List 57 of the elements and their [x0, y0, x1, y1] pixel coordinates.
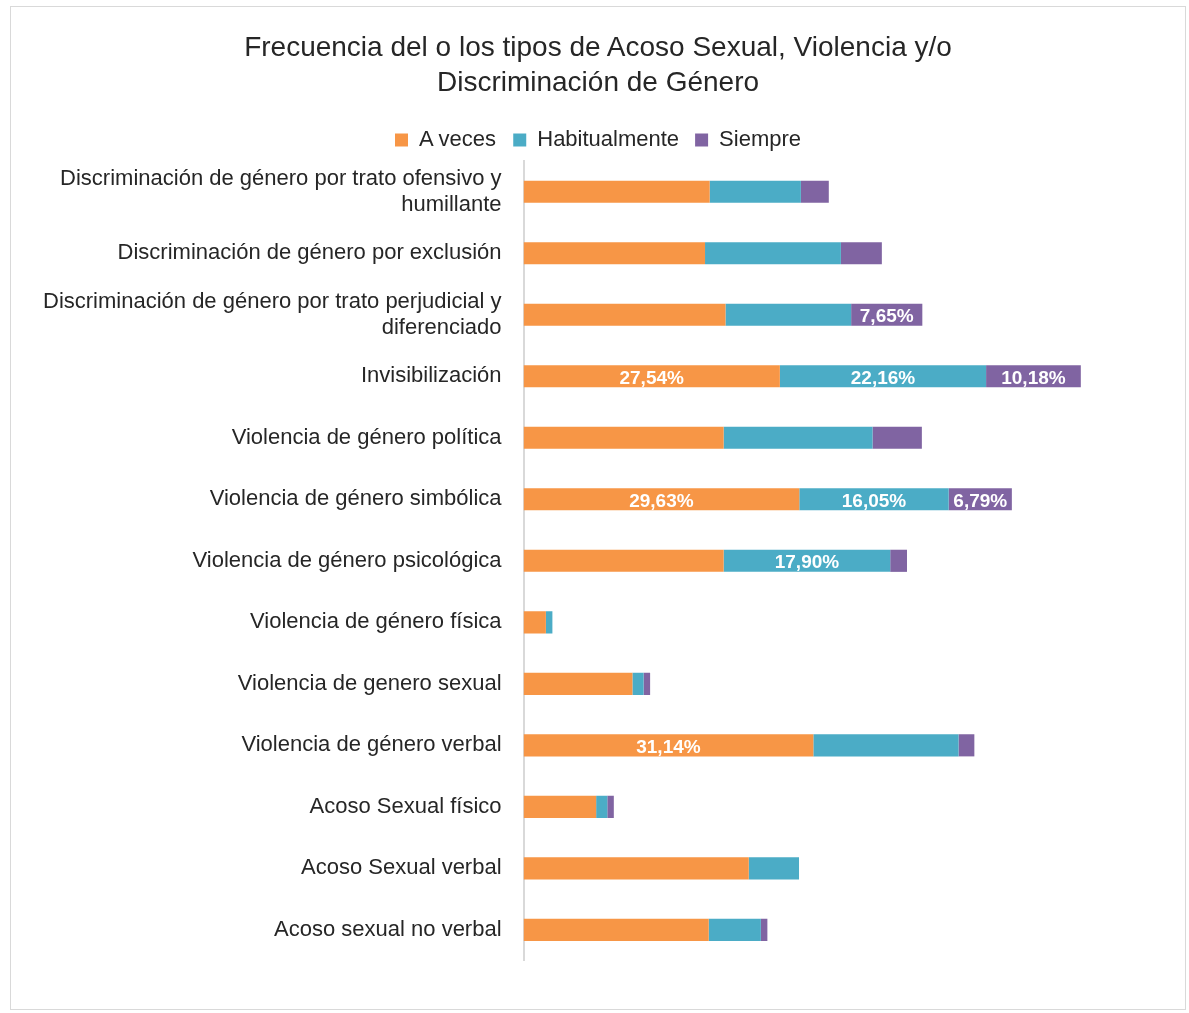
bar — [607, 795, 614, 818]
y-tick-label: Violencia de genero sexual — [237, 669, 502, 695]
bar — [958, 734, 975, 757]
bar — [523, 857, 749, 880]
bar — [800, 180, 829, 203]
legend-label: A veces — [418, 126, 497, 152]
bar — [523, 734, 814, 757]
data-label: 16,05% — [841, 489, 907, 511]
y-tick-label: Violencia de género política — [231, 423, 503, 449]
bar — [523, 426, 724, 449]
bar — [708, 918, 761, 941]
bar — [523, 488, 800, 511]
data-label: 27,54% — [619, 366, 685, 388]
data-label: 31,14% — [636, 735, 701, 757]
y-tick-label: Discriminación de género por exclusión — [117, 239, 502, 265]
data-label: 22,16% — [850, 366, 916, 388]
chart-title: Frecuencia del o los tipos de Acoso Sexual, Violencia y/o Discriminación de Género — [244, 31, 952, 98]
bar — [523, 180, 710, 203]
y-tick-label: Violencia de género psicológica — [192, 546, 503, 572]
data-label: 10,18% — [1001, 366, 1066, 388]
data-label: 17,90% — [774, 551, 840, 573]
y-tick-label: Violencia de género verbal — [241, 731, 502, 757]
bar — [545, 611, 553, 634]
bar — [523, 242, 706, 265]
bar — [813, 734, 959, 757]
y-tick-label: Acoso sexual no verbal — [274, 915, 502, 941]
y-tick-label: Acoso Sexual físico — [309, 792, 502, 818]
bar — [760, 918, 768, 941]
bar — [872, 426, 922, 449]
bar — [725, 303, 852, 326]
data-label: 29,63% — [629, 489, 694, 511]
bar — [748, 857, 800, 880]
bar — [523, 365, 780, 388]
bar — [596, 795, 608, 818]
bar — [632, 672, 644, 695]
legend-label: Siempre — [719, 126, 802, 152]
bar — [890, 549, 907, 572]
y-tick-label: Discriminación de género por trato ofensivo y humillante — [60, 164, 502, 217]
y-tick-label: Acoso Sexual verbal — [300, 854, 502, 880]
y-tick-label: Violencia de género simbólica — [209, 485, 503, 511]
bar — [523, 303, 726, 326]
bar — [523, 672, 633, 695]
y-tick-label: Discriminación de género por trato perjudicial y diferenciado — [42, 287, 502, 340]
bar — [523, 549, 724, 572]
y-tick-label: Invisibilización — [360, 362, 502, 388]
bar — [523, 795, 597, 818]
bar — [723, 426, 873, 449]
data-label: 6,79% — [953, 489, 1008, 511]
bar — [523, 611, 546, 634]
data-label: 7,65% — [859, 305, 914, 326]
bar — [523, 918, 709, 941]
y-tick-label: Violencia de género física — [250, 608, 503, 634]
bar — [840, 242, 882, 265]
bar — [709, 180, 801, 203]
bar — [705, 242, 841, 265]
legend-label: Habitualmente — [537, 126, 680, 152]
bar — [643, 672, 651, 695]
